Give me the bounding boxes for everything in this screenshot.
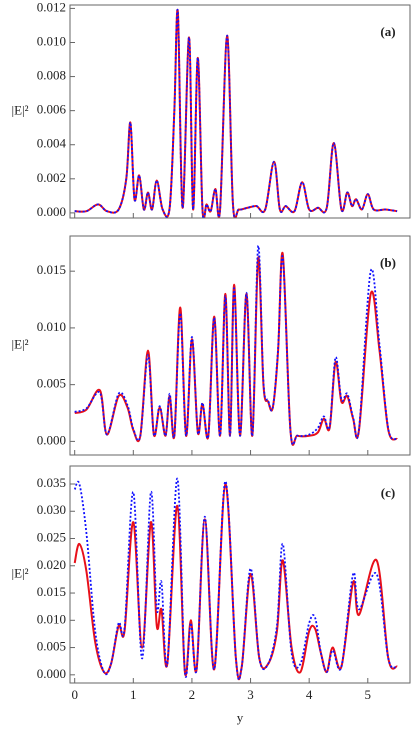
y-tick-label: 0.015 (37, 584, 66, 599)
x-tick-label: 4 (306, 687, 313, 702)
y-tick-label: 0.030 (37, 502, 66, 517)
y-tick-label: 0.006 (37, 102, 67, 117)
panel-label: (b) (380, 255, 396, 270)
y-axis-label: |E|² (11, 336, 28, 351)
y-tick-label: 0.005 (37, 376, 66, 391)
y-tick-label: 0.015 (37, 262, 66, 277)
y-tick-label: 0.000 (37, 204, 66, 219)
x-tick-label: 3 (247, 687, 254, 702)
series-line (74, 8, 398, 218)
x-axis-label: y (237, 710, 244, 725)
frame (69, 465, 411, 684)
frame (69, 4, 411, 219)
y-axis-label: |E|² (11, 102, 28, 117)
panel-label: (a) (380, 24, 395, 39)
plot-area (74, 8, 398, 218)
y-tick-label: 0.012 (37, 0, 66, 14)
y-tick-label: 0.004 (37, 136, 67, 151)
y-axis-label: |E|² (11, 565, 28, 580)
y-tick-label: 0.008 (37, 68, 66, 83)
x-tick-label: 5 (365, 687, 372, 702)
y-tick-label: 0.020 (37, 557, 66, 572)
y-tick-label: 0.010 (37, 611, 66, 626)
series-line (74, 245, 398, 446)
y-tick-label: 0.000 (37, 432, 66, 447)
series-line (73, 482, 399, 681)
x-tick-label: 0 (71, 687, 78, 702)
plot-area (74, 245, 398, 446)
series-line (73, 477, 398, 681)
frame (69, 235, 411, 456)
series-line (74, 8, 398, 218)
panel-label: (c) (381, 485, 395, 500)
y-tick-label: 0.000 (37, 666, 66, 681)
y-tick-label: 0.010 (37, 319, 66, 334)
y-tick-label: 0.025 (37, 529, 66, 544)
x-tick-label: 2 (189, 687, 196, 702)
plot-area (73, 477, 399, 681)
y-tick-label: 0.005 (37, 639, 66, 654)
y-tick-label: 0.002 (37, 170, 66, 185)
y-tick-label: 0.010 (37, 33, 66, 48)
y-tick-label: 0.035 (37, 475, 66, 490)
x-tick-label: 1 (130, 687, 137, 702)
